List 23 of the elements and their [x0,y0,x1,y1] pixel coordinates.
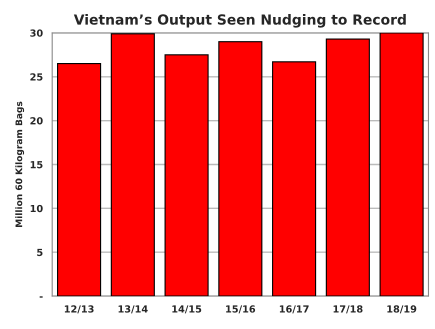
bar [164,54,209,296]
bar [380,32,424,296]
x-tick-label: 17/18 [334,305,363,314]
y-tick-label: 10 [30,204,43,212]
x-tick-label: 12/13 [64,305,94,314]
y-tick-label: - [40,296,43,298]
y-tick-label: 5 [37,248,42,256]
bar [57,63,102,296]
y-tick-label: 30 [30,29,43,37]
bar [326,38,370,296]
y-tick-label: 15 [30,161,42,168]
x-tick-label: 18/19 [387,305,416,314]
y-tick-label: 20 [30,117,43,124]
bar [218,41,262,296]
x-tick-label: 14/15 [172,305,202,314]
x-tick-label: 15/16 [226,305,256,314]
y-axis-title: Million 60 Kilogram Bags [15,102,24,227]
chart-title: Vietnam’s Output Seen Nudging to Record [74,14,406,28]
bar [272,61,316,296]
x-tick-label: 16/17 [280,305,309,314]
x-tick-label: 13/14 [118,305,148,314]
bar [110,33,155,296]
y-tick-label: 25 [30,73,42,81]
